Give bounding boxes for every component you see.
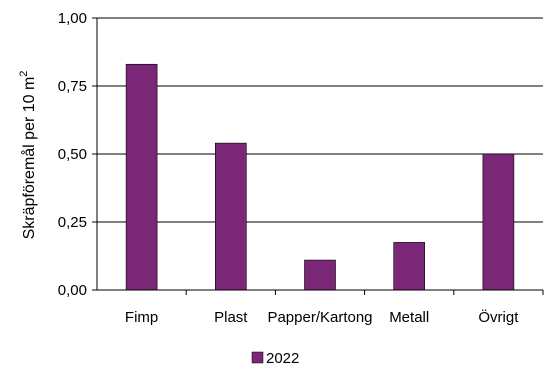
y-tick-label: 0,50: [58, 146, 87, 163]
legend-swatch: [251, 351, 264, 364]
legend: 2022: [251, 350, 299, 367]
y-tick-label: 0,75: [58, 78, 87, 95]
x-tick-labels: Fimp Plast Papper/Kartong Metall Övrigt: [125, 290, 544, 326]
bar: [215, 142, 247, 291]
bar: [393, 242, 426, 291]
y-tick-label: 0,25: [58, 214, 87, 231]
x-tick-label: Metall: [389, 309, 429, 326]
gridlines: [97, 17, 543, 223]
bar: [304, 259, 336, 291]
x-tick-label: Papper/Kartong: [267, 309, 372, 326]
y-axis-title-superscript: 2: [18, 71, 30, 77]
legend-label: 2022: [266, 350, 299, 367]
x-tick-label: Plast: [214, 309, 248, 326]
y-axis-title-text: Skräpföremål per 10 m: [20, 77, 38, 240]
bar: [125, 63, 158, 291]
bar: [482, 153, 515, 291]
y-tick-labels: 0,00 0,25 0,50 0,75 1,00: [58, 10, 97, 299]
y-tick-label: 0,00: [58, 282, 87, 299]
y-tick-label: 1,00: [58, 10, 87, 27]
x-tick-label: Övrigt: [478, 308, 519, 326]
x-tick-label: Fimp: [125, 309, 158, 326]
y-axis-title: Skräpföremål per 10 m2: [18, 71, 38, 240]
bars: [125, 63, 515, 291]
